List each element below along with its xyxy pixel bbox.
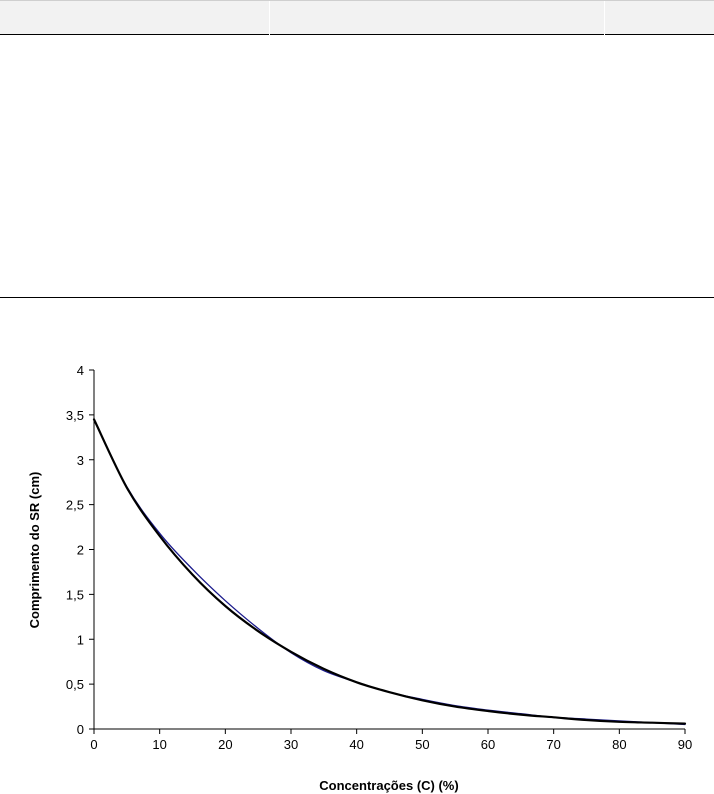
y-axis-title: Comprimento do SR (cm) (27, 472, 42, 629)
y-tick-label: 0 (77, 722, 84, 737)
y-tick-label: 2 (77, 543, 84, 558)
y-tick-label: 4 (77, 363, 84, 378)
y-tick-label: 3,5 (66, 408, 84, 423)
chart-series (92, 418, 687, 726)
y-tick-label: 1 (77, 632, 84, 647)
x-tick-label: 20 (218, 737, 232, 752)
x-axis-title: Concentrações (C) (%) (319, 778, 458, 793)
chart-ticks: 0 10 20 30 40 50 60 70 80 90 0 0,5 1 1,5 2 2,5 3 3,5 4 (66, 363, 692, 752)
x-tick-label: 50 (415, 737, 429, 752)
fitted-curve-line (92, 418, 687, 725)
chart-axes (93, 370, 685, 730)
y-tick-label: 3 (77, 453, 84, 468)
x-tick-label: 30 (284, 737, 298, 752)
y-tick-label: 2,5 (66, 498, 84, 513)
x-tick-label: 40 (349, 737, 363, 752)
x-tick-label: 70 (546, 737, 560, 752)
x-tick-label: 60 (481, 737, 495, 752)
table-bottom-rule (0, 297, 714, 298)
x-tick-label: 0 (90, 737, 97, 752)
table-header-row (0, 0, 714, 35)
table-column-divider (269, 1, 270, 35)
y-tick-label: 0,5 (66, 677, 84, 692)
x-tick-label: 80 (612, 737, 626, 752)
y-tick-label: 1,5 (66, 587, 84, 602)
x-tick-label: 10 (152, 737, 166, 752)
observed-series-line (93, 418, 686, 726)
x-tick-label: 90 (678, 737, 692, 752)
table-column-divider (604, 1, 605, 35)
